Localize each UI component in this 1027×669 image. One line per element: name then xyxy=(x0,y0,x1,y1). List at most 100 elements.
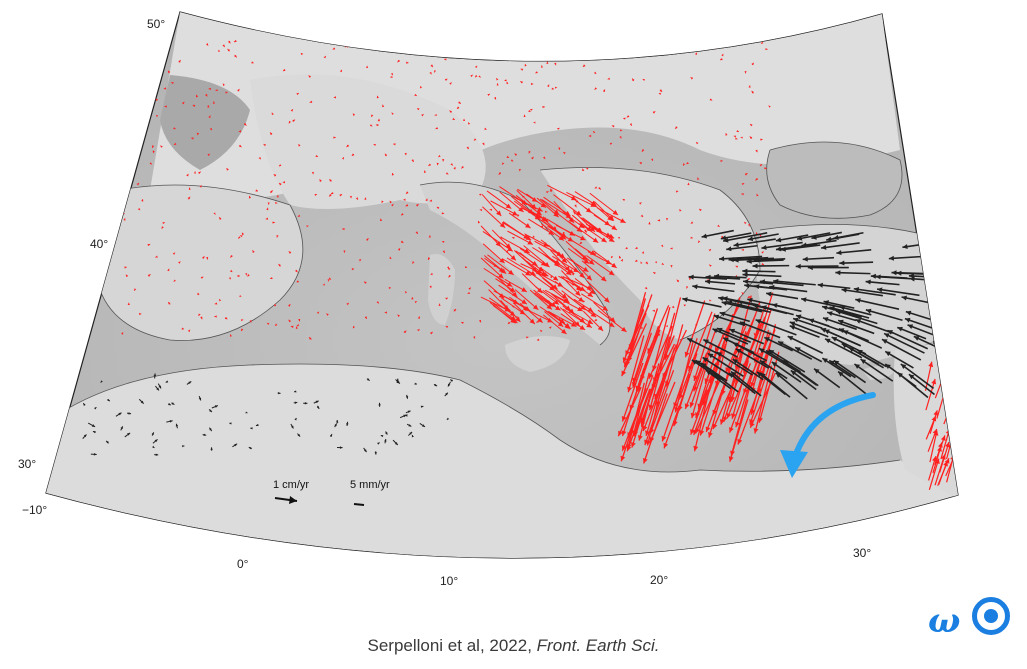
velocity-vector-head xyxy=(421,114,424,117)
velocity-vector xyxy=(558,275,586,292)
velocity-vector-head xyxy=(769,284,775,290)
velocity-vector-head xyxy=(634,43,637,47)
velocity-vector-head xyxy=(316,311,320,315)
velocity-vector-head xyxy=(705,274,711,280)
velocity-vector-head xyxy=(215,89,218,92)
velocity-vector xyxy=(501,237,530,254)
velocity-vector-head xyxy=(182,445,185,448)
velocity-vector-head xyxy=(381,200,384,204)
velocity-vector-head xyxy=(524,63,527,67)
velocity-vector-head xyxy=(411,434,414,438)
velocity-vector-head xyxy=(333,96,337,99)
velocity-vector-head xyxy=(701,233,707,239)
velocity-vector xyxy=(135,86,138,88)
velocity-vector-head xyxy=(907,324,914,329)
velocity-vector-head xyxy=(836,250,842,256)
velocity-vector-head xyxy=(896,270,902,276)
velocity-vector xyxy=(835,271,871,275)
velocity-vector-head xyxy=(237,274,240,278)
velocity-vector-head xyxy=(330,191,334,195)
velocity-vector-head xyxy=(549,189,552,193)
velocity-vector-head xyxy=(379,218,383,222)
velocity-vector-head xyxy=(391,203,394,207)
velocity-vector-head xyxy=(172,252,176,255)
velocity-vector xyxy=(543,196,571,217)
velocity-vector-head xyxy=(202,256,205,259)
velocity-vector-head xyxy=(585,207,592,213)
velocity-vector xyxy=(736,322,763,384)
velocity-vector-head xyxy=(728,456,734,462)
velocity-vector-head xyxy=(759,360,766,366)
velocity-vector-head xyxy=(496,78,499,81)
velocity-vector xyxy=(646,375,665,446)
velocity-vector-head xyxy=(641,149,645,152)
velocity-vector-head xyxy=(332,47,336,50)
velocity-vector-head xyxy=(735,421,740,428)
velocity-vector-head xyxy=(282,68,286,72)
velocity-vector-head xyxy=(761,305,767,311)
velocity-vector-head xyxy=(151,432,154,436)
velocity-vector-head xyxy=(527,240,533,245)
velocity-vector-head xyxy=(697,48,700,51)
velocity-vector-head xyxy=(574,204,577,208)
velocity-vector-head xyxy=(134,142,137,145)
velocity-vector-head xyxy=(592,237,599,243)
velocity-vector-head xyxy=(127,302,130,306)
velocity-vector-head xyxy=(825,338,831,344)
velocity-vector-head xyxy=(558,147,561,150)
velocity-vector-head xyxy=(140,104,143,108)
velocity-vector-head xyxy=(342,228,345,231)
velocity-vector-head xyxy=(376,95,379,99)
velocity-vector-head xyxy=(553,261,560,267)
velocity-vector-head xyxy=(288,120,291,124)
velocity-vector-head xyxy=(270,132,273,135)
velocity-vector xyxy=(821,242,860,249)
velocity-vector-head xyxy=(823,317,829,322)
velocity-vector-head xyxy=(162,56,165,59)
lon-label-0: 0° xyxy=(237,557,249,571)
velocity-vector-head xyxy=(297,214,301,217)
velocity-vector-head xyxy=(173,127,176,130)
velocity-vector-head xyxy=(449,82,452,85)
velocity-vector-head xyxy=(118,183,122,187)
velocity-vector-head xyxy=(525,270,531,276)
velocity-vector-head xyxy=(633,46,636,49)
velocity-vector-head xyxy=(187,329,191,333)
velocity-vector-head xyxy=(626,115,630,118)
velocity-vector xyxy=(519,252,544,273)
velocity-vector-head xyxy=(369,124,373,127)
velocity-vector-head xyxy=(642,425,648,432)
velocity-vector xyxy=(621,362,644,422)
velocity-vector-head xyxy=(698,240,701,243)
velocity-vector-head xyxy=(795,347,801,352)
velocity-vector xyxy=(761,241,803,249)
velocity-vector xyxy=(575,43,579,45)
velocity-vector-head xyxy=(693,375,699,381)
velocity-vector xyxy=(943,393,957,425)
velocity-vector-head xyxy=(403,198,406,201)
velocity-vector-head xyxy=(351,153,355,156)
velocity-vector xyxy=(632,332,653,388)
velocity-vector xyxy=(686,337,722,356)
velocity-vector xyxy=(865,309,903,322)
velocity-vector-head xyxy=(644,286,648,290)
velocity-vector-head xyxy=(575,210,582,216)
velocity-vector-head xyxy=(752,263,758,269)
velocity-vector-head xyxy=(690,412,696,419)
velocity-vector-head xyxy=(328,277,332,280)
velocity-vector-head xyxy=(243,123,247,126)
velocity-vector-head xyxy=(761,251,764,254)
velocity-vector-head xyxy=(735,137,738,140)
velocity-vector-head xyxy=(651,158,654,161)
velocity-vector-head xyxy=(405,204,409,207)
velocity-vector-head xyxy=(196,132,200,136)
velocity-vector-head xyxy=(292,119,296,122)
velocity-vector xyxy=(126,112,129,114)
velocity-vector-head xyxy=(240,319,244,322)
velocity-vector-head xyxy=(364,281,367,284)
velocity-vector xyxy=(796,232,831,240)
velocity-vector xyxy=(835,310,878,325)
velocity-vector-head xyxy=(333,136,336,139)
velocity-vector xyxy=(769,285,808,293)
velocity-vector-head xyxy=(577,306,583,312)
